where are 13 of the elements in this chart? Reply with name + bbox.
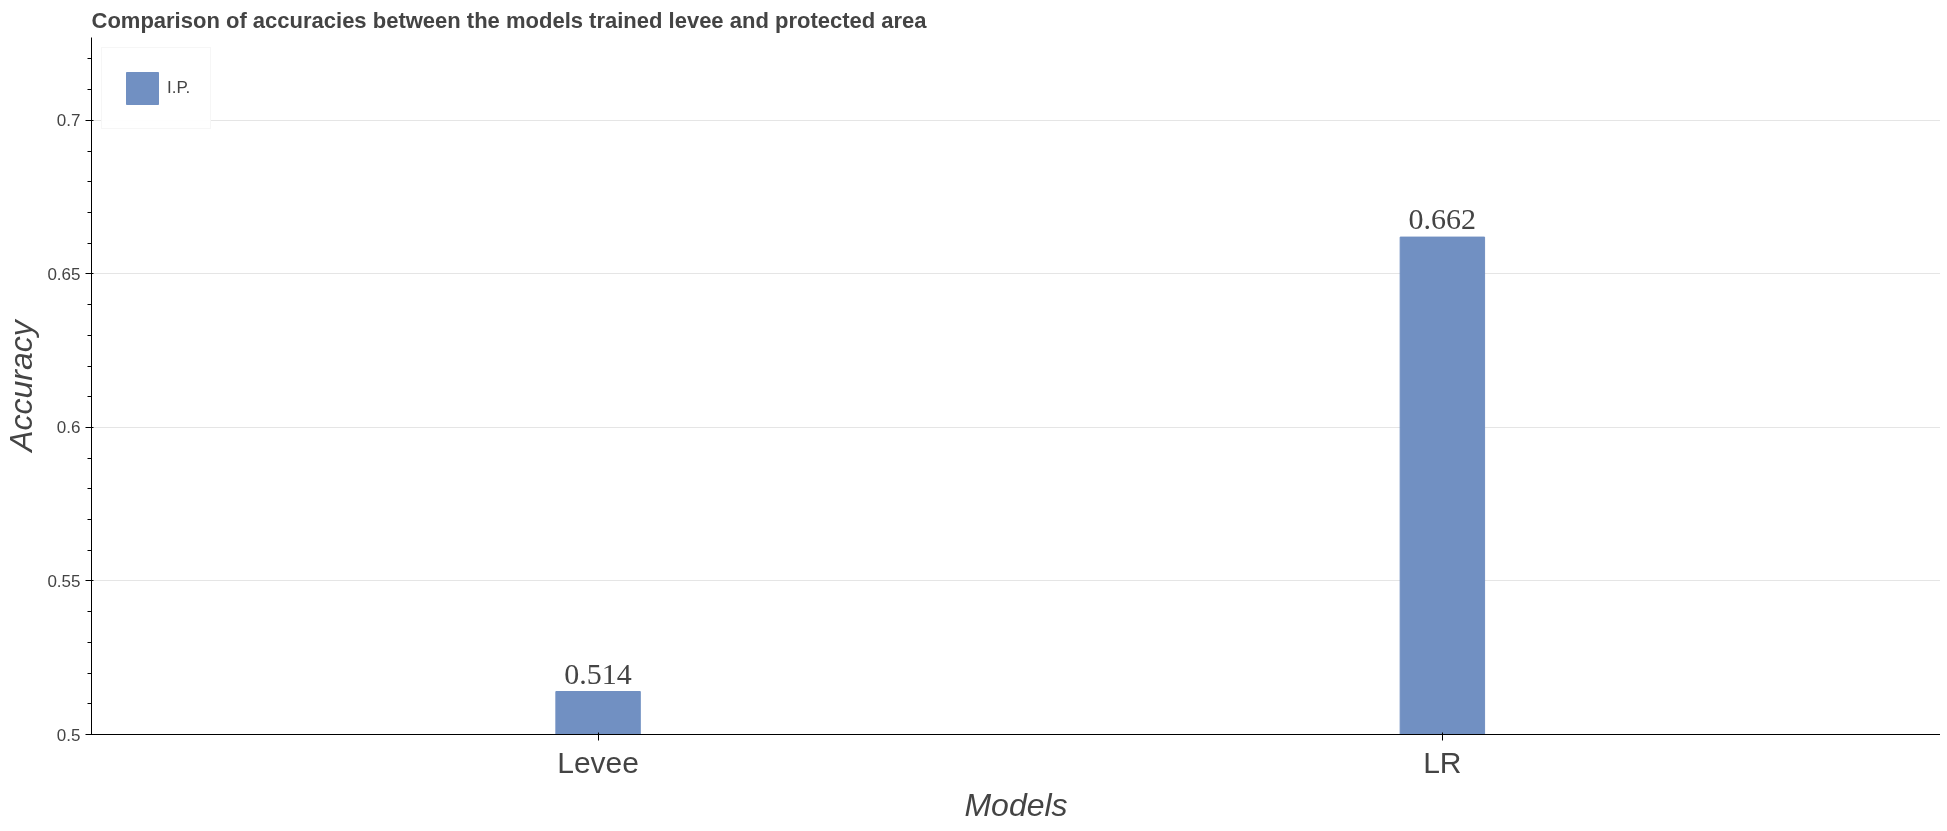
data-label: 0.662	[1408, 202, 1477, 236]
y-tick-label: 0.6	[56, 418, 81, 438]
x-tick-label: Levee	[557, 745, 639, 779]
legend-label: I.P.	[167, 78, 191, 98]
y-tick-label: 0.65	[47, 264, 81, 284]
x-tick-label: LR	[1423, 745, 1462, 779]
chart-title: Comparison of accuracies between the models trained levee and protected area	[91, 7, 928, 33]
y-axis-title: Accuracy	[3, 318, 40, 454]
data-label: 0.514	[564, 656, 632, 690]
y-tick-label: 0.5	[56, 725, 81, 745]
x-axis-title: Models	[964, 786, 1068, 823]
y-tick-label: 0.7	[56, 111, 81, 131]
y-tick-label: 0.55	[47, 571, 81, 591]
